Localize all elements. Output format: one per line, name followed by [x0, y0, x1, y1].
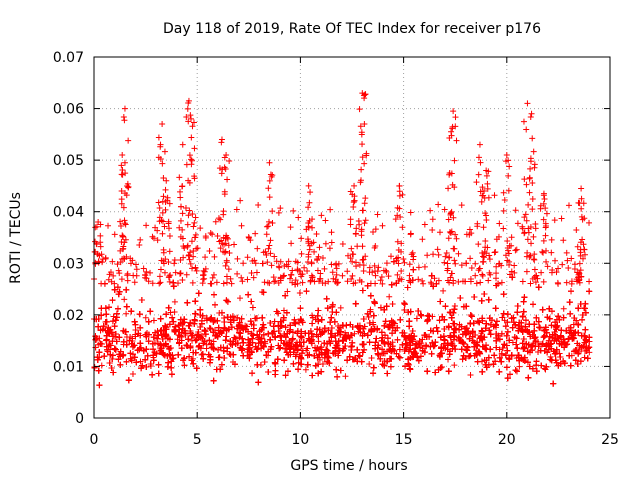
- data-point: [98, 362, 105, 369]
- data-point: [302, 366, 309, 373]
- data-point: [123, 310, 130, 317]
- data-point: [198, 351, 205, 358]
- data-point: [351, 330, 358, 337]
- data-point: [406, 361, 413, 368]
- data-point: [342, 373, 349, 380]
- data-point: [289, 336, 296, 343]
- data-point: [451, 362, 458, 369]
- data-point: [171, 298, 178, 305]
- data-point: [418, 312, 425, 319]
- data-point: [121, 296, 128, 303]
- data-point: [142, 314, 149, 321]
- data-point: [440, 287, 447, 294]
- data-point: [560, 305, 567, 312]
- data-point: [586, 349, 593, 356]
- data-points: [91, 90, 593, 389]
- data-point: [284, 288, 291, 295]
- data-point: [366, 361, 373, 368]
- data-point: [171, 309, 178, 316]
- data-point: [386, 293, 393, 300]
- data-point: [516, 363, 523, 370]
- data-point: [509, 339, 516, 346]
- data-point: [310, 333, 317, 340]
- data-point: [337, 304, 344, 311]
- data-point: [237, 295, 244, 302]
- data-point: [137, 358, 144, 365]
- data-point: [174, 336, 181, 343]
